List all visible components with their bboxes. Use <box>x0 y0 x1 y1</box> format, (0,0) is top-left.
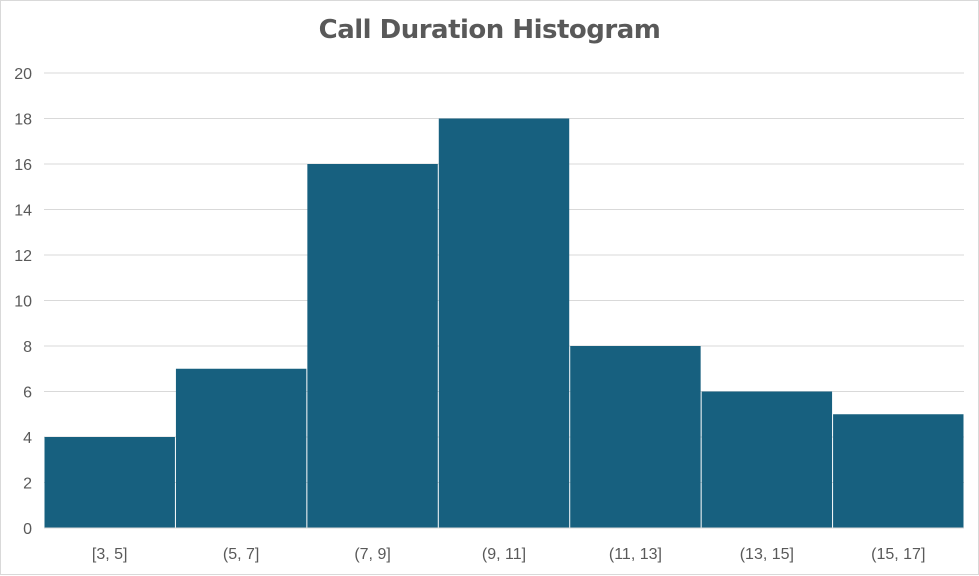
x-tick-label: (9, 11] <box>482 546 526 563</box>
histogram-bar <box>570 346 701 528</box>
y-tick-label: 2 <box>23 476 32 493</box>
y-tick-label: 16 <box>14 157 32 174</box>
y-tick-label: 6 <box>23 385 32 402</box>
histogram-bar <box>701 391 833 528</box>
y-tick-label: 0 <box>23 521 32 538</box>
y-tick-label: 10 <box>14 294 32 311</box>
x-tick-label: (13, 15] <box>740 546 794 563</box>
y-tick-label: 4 <box>23 430 32 447</box>
histogram-bar <box>307 164 438 528</box>
x-tick-label: [3, 5] <box>92 546 128 563</box>
y-tick-label: 18 <box>14 112 32 129</box>
x-tick-label: (5, 7] <box>223 546 259 563</box>
histogram-bar <box>44 437 175 528</box>
y-tick-label: 8 <box>23 339 32 356</box>
x-tick-label: (11, 13] <box>609 546 662 563</box>
chart-title: Call Duration Histogram <box>318 15 661 45</box>
y-tick-label: 12 <box>14 248 32 265</box>
x-tick-label: (15, 17] <box>871 546 925 563</box>
histogram-bar <box>438 118 570 528</box>
tick-labels: 0 2 4 6 8 10 12 14 16 18 20 [3, 5] (5, 7] (7, 9] (9, 1… <box>14 66 925 563</box>
x-tick-label: (7, 9] <box>354 546 390 563</box>
histogram-bar <box>175 368 307 528</box>
y-tick-label: 20 <box>14 66 32 83</box>
histogram-bar <box>833 414 964 528</box>
bars <box>44 118 964 528</box>
y-tick-label: 14 <box>14 203 32 220</box>
